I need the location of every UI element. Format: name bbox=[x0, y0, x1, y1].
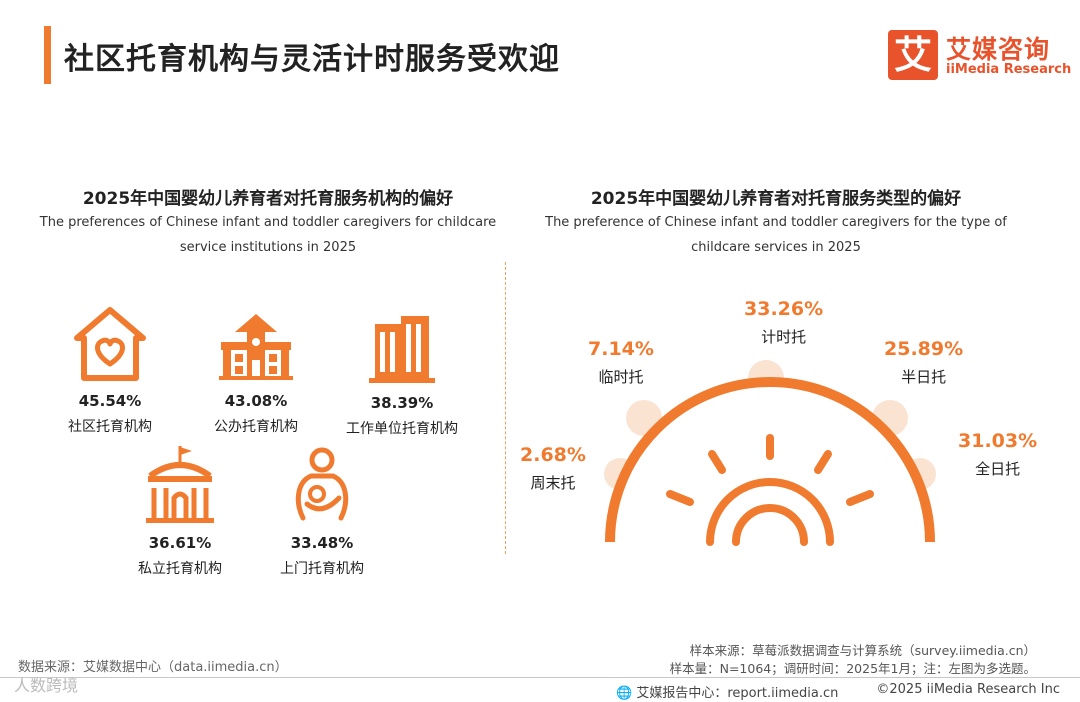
watermark: 人数跨境 bbox=[14, 676, 79, 695]
caregiver-baby-icon bbox=[295, 447, 349, 521]
footer-copyright: ©2025 iiMedia Research Inc bbox=[876, 682, 1060, 697]
service-name: 全日托 bbox=[975, 460, 1021, 478]
left-subtitle-line1: The preferences of Chinese infant and to… bbox=[39, 215, 497, 230]
institution-name: 私立托育机构 bbox=[138, 561, 222, 577]
footer-report-center-text: 艾媒报告中心：report.iimedia.cn bbox=[636, 686, 839, 701]
institution-pct: 43.08% bbox=[224, 392, 288, 410]
service-item: 25.89% 半日托 bbox=[884, 338, 963, 387]
school-building-icon bbox=[219, 314, 293, 380]
logo-en-text: iiMedia Research bbox=[946, 62, 1072, 77]
service-pct: 7.14% bbox=[588, 338, 654, 360]
service-item: 7.14% 临时托 bbox=[588, 338, 654, 387]
institution-item: 43.08% 公办托育机构 bbox=[186, 310, 326, 436]
footer-divider bbox=[0, 677, 1080, 678]
service-item: 33.26% 计时托 bbox=[744, 298, 823, 347]
globe-icon: 🌐 bbox=[616, 686, 633, 701]
service-pct: 33.26% bbox=[744, 298, 824, 320]
left-chart-subtitle: The preferences of Chinese infant and to… bbox=[18, 210, 518, 260]
castle-gate-icon bbox=[146, 446, 214, 523]
institution-pct: 36.61% bbox=[148, 534, 212, 552]
brand-logo: 艾 艾媒咨询 iiMedia Research bbox=[888, 30, 1072, 82]
institution-name: 社区托育机构 bbox=[68, 419, 152, 435]
office-building-icon bbox=[369, 316, 435, 383]
institution-pct: 33.48% bbox=[290, 534, 354, 552]
service-item: 2.68% 周末托 bbox=[520, 444, 586, 493]
left-subtitle-line2: service institutions in 2025 bbox=[179, 240, 357, 255]
institution-item: 38.39% 工作单位托育机构 bbox=[332, 314, 472, 438]
service-pct: 31.03% bbox=[958, 430, 1038, 452]
heart-house-icon bbox=[74, 307, 146, 381]
institution-name: 公办托育机构 bbox=[214, 419, 298, 435]
institution-pct: 45.54% bbox=[78, 392, 142, 410]
service-name: 计时托 bbox=[761, 328, 807, 346]
institution-item: 36.61% 私立托育机构 bbox=[110, 444, 250, 578]
left-chart-title: 2025年中国婴幼儿养育者对托育服务机构的偏好 bbox=[82, 189, 454, 209]
service-item: 31.03% 全日托 bbox=[958, 430, 1037, 479]
right-chart-subtitle: The preference of Chinese infant and tod… bbox=[526, 210, 1026, 260]
right-chart-title: 2025年中国婴幼儿养育者对托育服务类型的偏好 bbox=[590, 189, 962, 209]
institution-item: 33.48% 上门托育机构 bbox=[252, 446, 392, 578]
service-name: 半日托 bbox=[901, 368, 947, 386]
section-divider bbox=[505, 262, 506, 554]
institution-pct: 38.39% bbox=[370, 394, 434, 412]
logo-mark: 艾 bbox=[888, 30, 938, 80]
right-subtitle-line2: childcare services in 2025 bbox=[691, 240, 861, 255]
footer-data-source: 数据来源：艾媒数据中心（data.iimedia.cn） bbox=[18, 660, 288, 675]
logo-cn-text: 艾媒咨询 bbox=[946, 35, 1051, 64]
institution-name: 工作单位托育机构 bbox=[346, 421, 458, 437]
right-subtitle-line1: The preference of Chinese infant and tod… bbox=[545, 215, 1007, 230]
service-pct: 2.68% bbox=[520, 444, 586, 466]
institution-item: 45.54% 社区托育机构 bbox=[40, 306, 180, 436]
footer-report-center: 🌐 艾媒报告中心：report.iimedia.cn bbox=[616, 682, 838, 701]
sun-icon bbox=[604, 360, 936, 546]
service-name: 周末托 bbox=[530, 474, 576, 492]
service-pct: 25.89% bbox=[884, 338, 964, 360]
footer-sample-source: 样本来源：草莓派数据调查与计算系统（survey.iimedia.cn） bbox=[689, 643, 1036, 658]
footer-sample-size: 样本量：N=1064；调研时间：2025年1月；注：左图为多选题。 bbox=[669, 661, 1036, 676]
service-name: 临时托 bbox=[598, 368, 644, 386]
title-accent-bar bbox=[44, 26, 51, 84]
institution-name: 上门托育机构 bbox=[280, 561, 364, 577]
page-title: 社区托育机构与灵活计时服务受欢迎 bbox=[64, 42, 560, 77]
